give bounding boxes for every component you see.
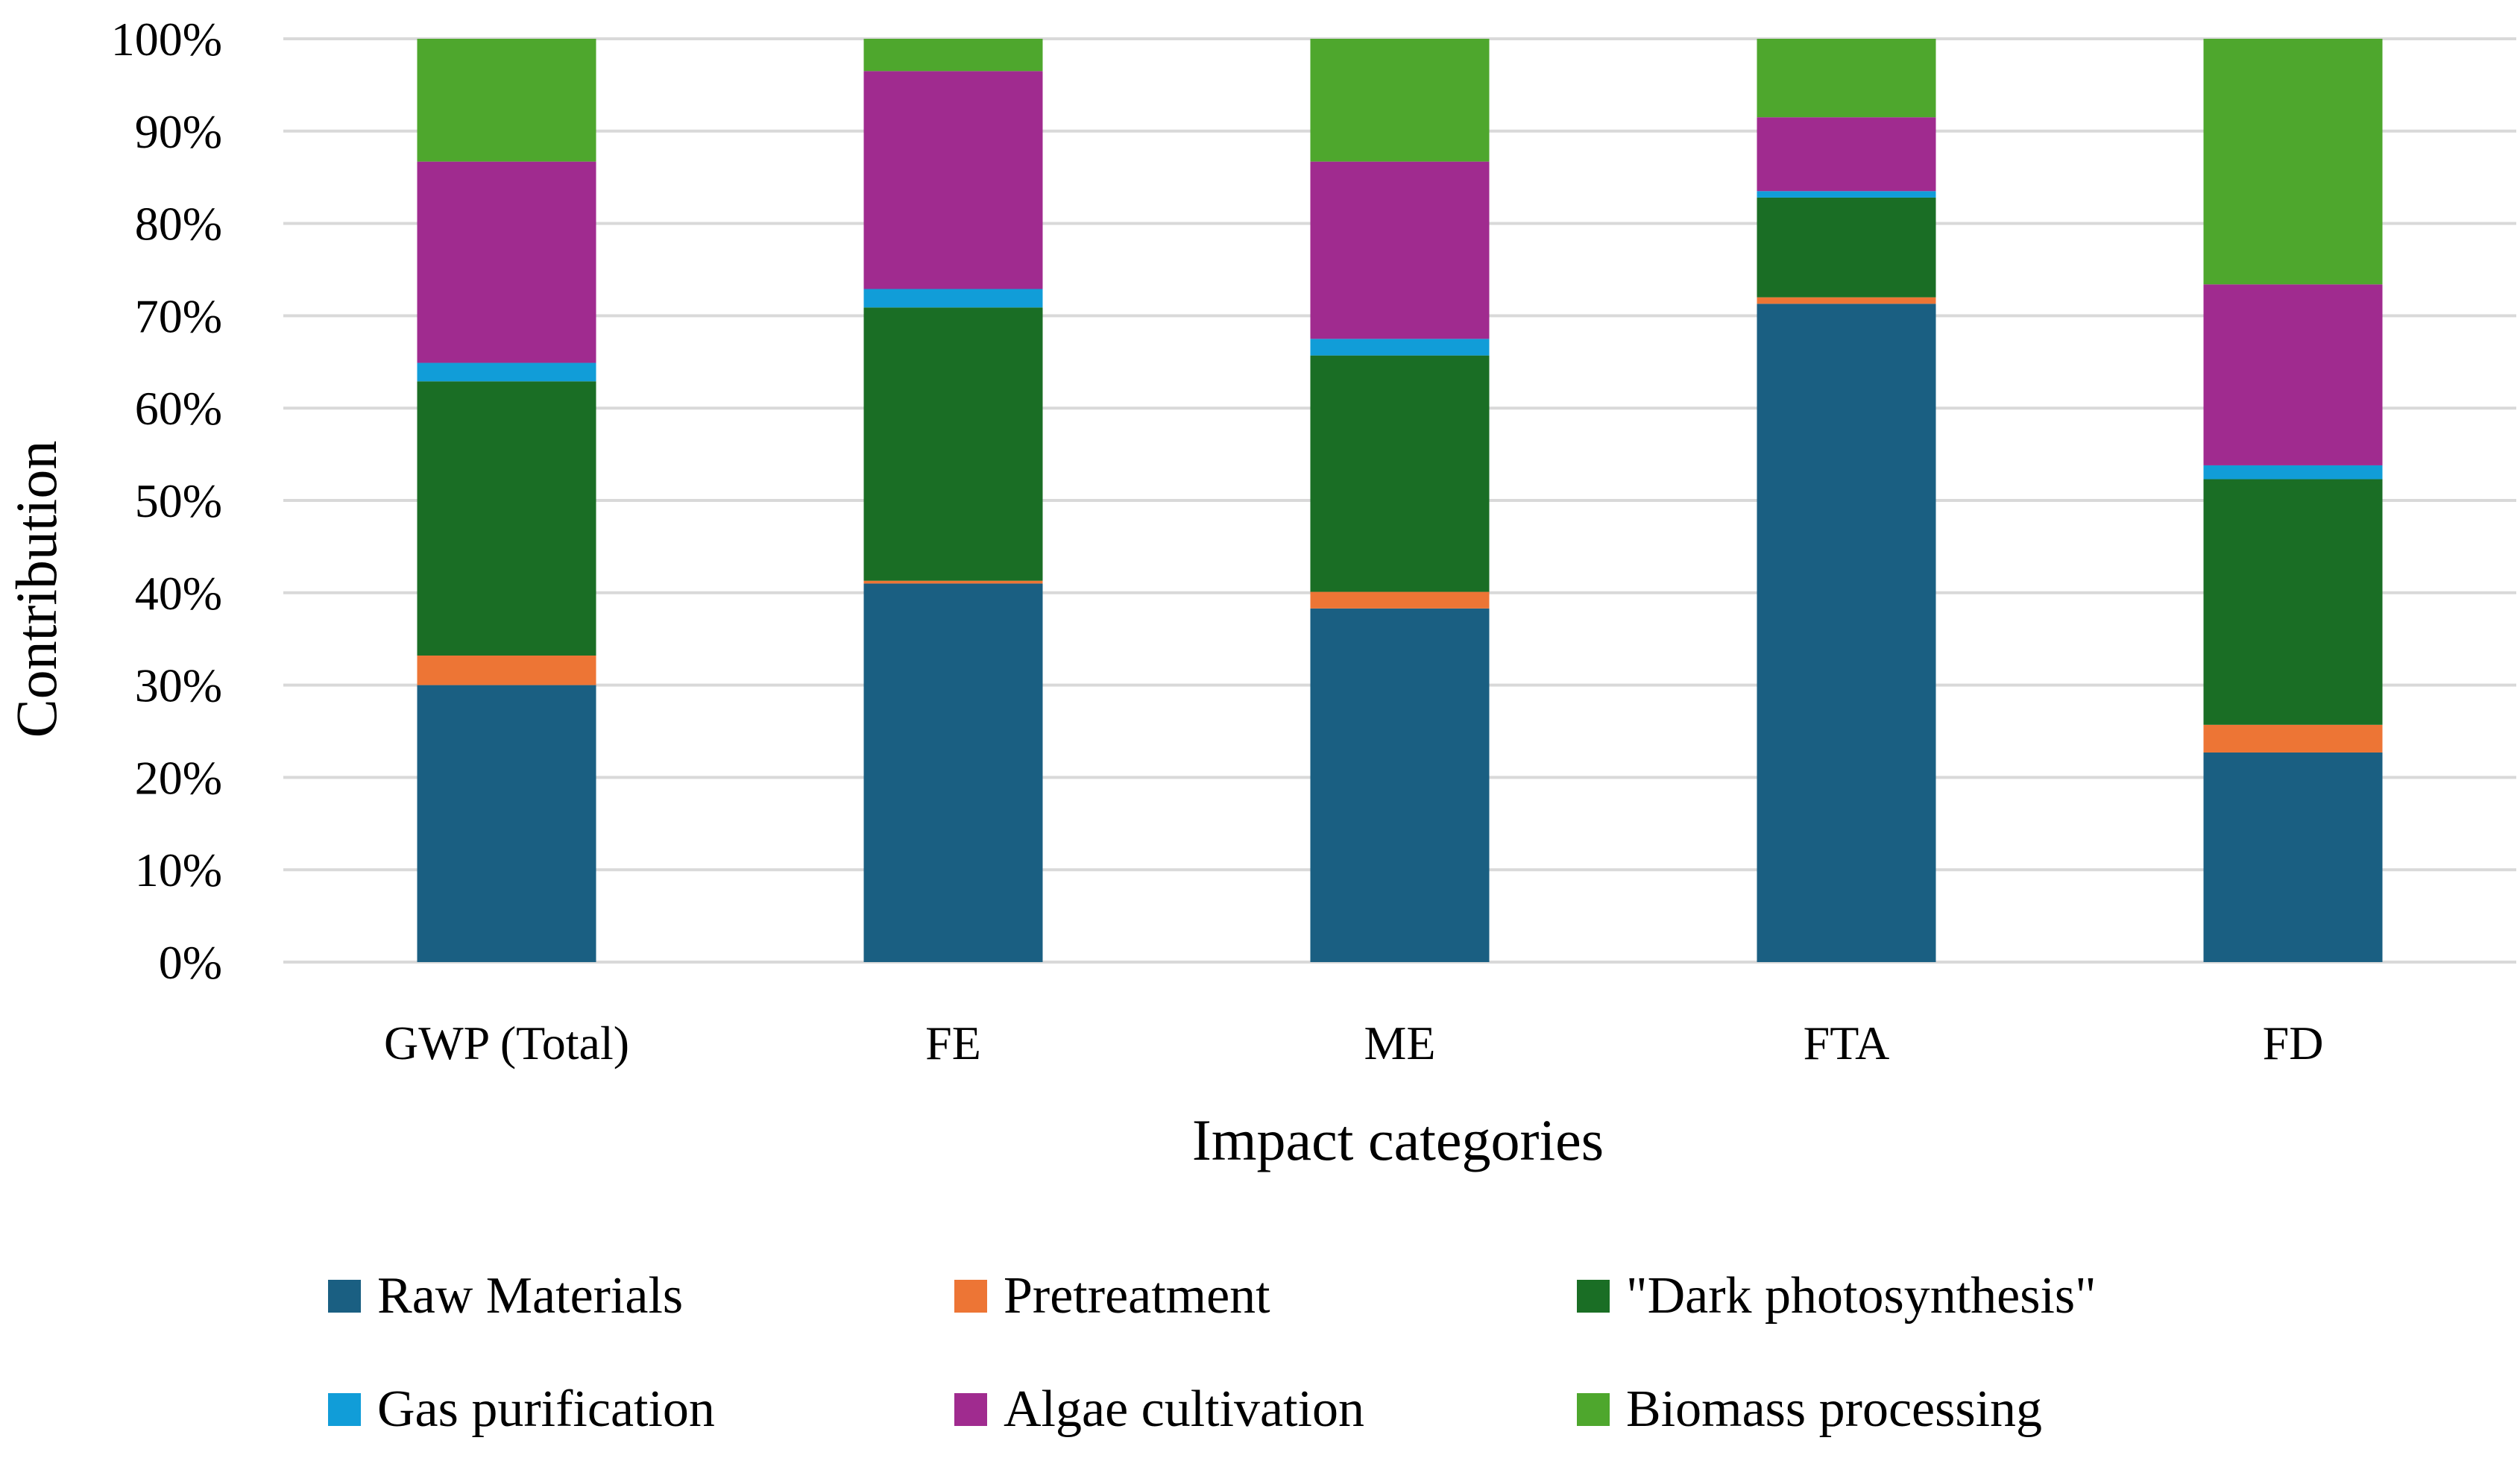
x-tick-label: FTA xyxy=(1804,1017,1890,1069)
bar-segment xyxy=(1757,197,1936,298)
bar-segment xyxy=(863,39,1043,72)
bar-segment xyxy=(2203,724,2383,753)
y-tick-label: 0% xyxy=(159,936,222,989)
y-tick-label: 10% xyxy=(135,843,222,896)
bar-segment xyxy=(2203,465,2383,480)
x-tick-label: FE xyxy=(925,1017,981,1069)
bar-segment xyxy=(1757,117,1936,192)
x-axis-ticks: GWP (Total) FE ME FTA FD xyxy=(384,1017,2323,1069)
y-tick-label: 30% xyxy=(135,659,222,712)
bar-segment xyxy=(863,289,1043,308)
x-tick-label: ME xyxy=(1364,1017,1436,1069)
bar-segment xyxy=(1757,304,1936,962)
y-tick-label: 60% xyxy=(135,382,222,435)
legend-label: Pretreatment xyxy=(1004,1267,1270,1325)
x-tick-label: FD xyxy=(2263,1017,2324,1069)
y-tick-label: 70% xyxy=(135,289,222,342)
bars xyxy=(417,39,2383,962)
legend-label: "Dark photosynthesis" xyxy=(1626,1267,2097,1325)
bar-segment xyxy=(863,71,1043,289)
bar-segment xyxy=(1310,591,1490,609)
y-tick-label: 50% xyxy=(135,474,222,527)
bar-segment xyxy=(1757,191,1936,198)
x-axis-title: Impact categories xyxy=(1192,1108,1604,1172)
legend: Raw Materials Pretreatment "Dark photosynt… xyxy=(328,1267,2097,1438)
bar-segment xyxy=(863,580,1043,584)
bar-segment xyxy=(417,161,596,363)
bar-segment xyxy=(1757,297,1936,304)
bar-segment xyxy=(417,39,596,162)
y-tick-label: 90% xyxy=(135,105,222,158)
y-tick-label: 20% xyxy=(135,751,222,804)
bar-segment xyxy=(1310,355,1490,592)
legend-label: Raw Materials xyxy=(377,1267,683,1325)
y-axis-ticks: 0% 10% 20% 30% 40% 50% 60% 70% 80% 90% 100% xyxy=(111,13,222,989)
legend-swatch xyxy=(954,1393,987,1426)
bar-segment xyxy=(1310,608,1490,962)
bar-segment xyxy=(2203,479,2383,725)
legend-swatch xyxy=(328,1393,361,1426)
bar-segment xyxy=(1310,39,1490,162)
bar-segment xyxy=(863,307,1043,581)
y-tick-label: 100% xyxy=(111,13,222,66)
x-tick-label: GWP (Total) xyxy=(384,1017,629,1069)
bar-segment xyxy=(2203,284,2383,465)
y-tick-label: 40% xyxy=(135,567,222,620)
bar-segment xyxy=(2203,39,2383,285)
bar-segment xyxy=(417,685,596,962)
bar-segment xyxy=(863,583,1043,962)
legend-swatch xyxy=(1577,1393,1610,1426)
bar-segment xyxy=(417,655,596,685)
legend-swatch xyxy=(954,1280,987,1313)
bar-segment xyxy=(1757,39,1936,118)
y-axis-title: Contribution xyxy=(4,441,69,738)
bar-segment xyxy=(1310,339,1490,356)
bar-segment xyxy=(1310,161,1490,339)
bar-segment xyxy=(417,381,596,656)
bar-segment xyxy=(2203,752,2383,962)
legend-label: Algae cultivation xyxy=(1004,1380,1364,1438)
bar-segment xyxy=(417,362,596,382)
legend-swatch xyxy=(328,1280,361,1313)
legend-swatch xyxy=(1577,1280,1610,1313)
legend-label: Gas purification xyxy=(377,1380,715,1438)
y-tick-label: 80% xyxy=(135,198,222,251)
legend-label: Biomass processing xyxy=(1626,1380,2042,1438)
